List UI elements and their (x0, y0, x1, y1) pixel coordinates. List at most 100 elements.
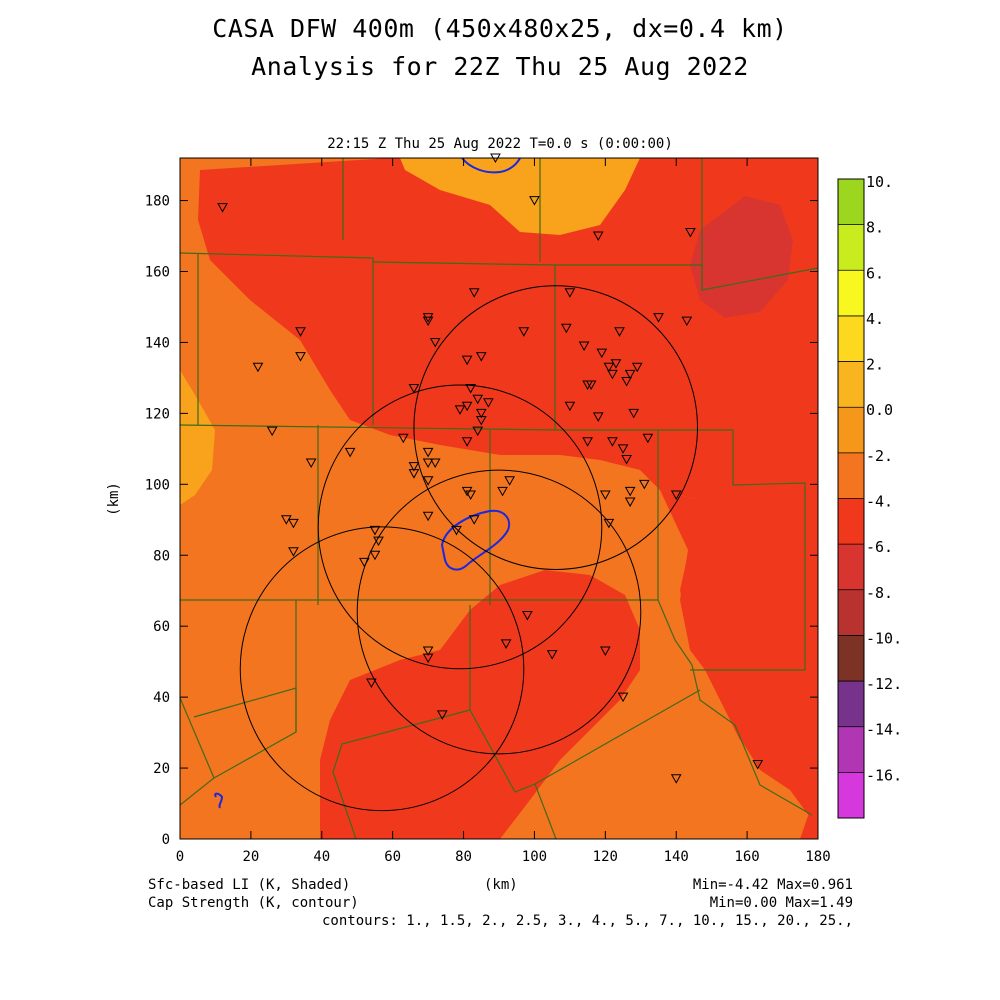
colorbar-label: 8. (866, 219, 884, 237)
station-marker (288, 518, 299, 529)
station-marker (422, 316, 434, 327)
station-marker (607, 437, 618, 447)
station-marker (472, 394, 484, 405)
station-marker (560, 323, 572, 334)
axes: 0 20 40 60 80 100 120 140 160 180 0 20 40 60 80 100 120 1… (145, 158, 831, 865)
shade-yellow-west (180, 370, 215, 505)
station-marker (468, 288, 480, 298)
station-marker (518, 327, 530, 337)
colorbar-label: -10. (866, 629, 902, 647)
station-marker (564, 401, 576, 412)
colorbar-swatch (838, 726, 864, 773)
colorbar-swatch (838, 681, 864, 727)
station-marker (408, 384, 420, 394)
county-line (534, 689, 701, 785)
shade-red-eastlobe (660, 480, 818, 839)
station-marker (642, 433, 654, 444)
station-marker (369, 525, 381, 536)
x-tick-label: 40 (313, 849, 330, 865)
footer-minmax2: Min=0.00 Max=1.49 (709, 895, 853, 911)
station-marker (681, 316, 693, 327)
colorbar-label: -16. (866, 766, 902, 784)
station-marker (344, 447, 356, 458)
radar-ring (356, 469, 642, 755)
colorbar-label: 6. (866, 264, 884, 282)
plot-subtitle: 22:15 Z Thu 25 Aug 2022 T=0.0 s (0:00:00… (327, 136, 673, 152)
station-marker (422, 646, 434, 657)
station-marker (454, 405, 466, 415)
footer-contours: contours: 1., 1.5, 2., 2.5, 3., 4., 5., … (321, 913, 853, 929)
county-line (180, 252, 374, 425)
x-tick-label: 160 (734, 849, 759, 865)
station-marker (422, 458, 434, 469)
station-marker (422, 653, 434, 664)
station-marker (451, 525, 462, 536)
station-marker (599, 646, 611, 657)
colorbar-swatch (838, 270, 864, 316)
radar-ring (317, 384, 603, 670)
station-marker (288, 547, 299, 557)
footer-field2: Cap Strength (K, contour) (148, 895, 359, 911)
station-marker (603, 518, 615, 529)
station-marker (624, 497, 636, 508)
station-marker (578, 341, 590, 352)
station-marker (408, 462, 420, 472)
footer-field1: Sfc-based LI (K, Shaded) (148, 877, 351, 893)
county-line (180, 697, 215, 806)
station-marker (422, 476, 434, 486)
station-marker (358, 557, 370, 568)
county-line (193, 687, 297, 732)
station-marker (624, 369, 636, 380)
station-marker (472, 426, 484, 437)
station-marker (422, 447, 434, 458)
station-marker (266, 426, 278, 437)
station-marker (475, 408, 487, 419)
station-marker (522, 611, 533, 621)
station-marker (607, 369, 618, 380)
station-marker (621, 454, 632, 465)
footer-minmax1: Min=-4.42 Max=0.961 (692, 877, 853, 893)
x-tick-label: 20 (242, 849, 259, 865)
station-marker (585, 380, 597, 391)
station-marker (592, 412, 604, 422)
county-line (555, 264, 818, 291)
station-marker (475, 352, 487, 362)
y-tick-label: 160 (145, 265, 170, 281)
station-marker (422, 511, 434, 522)
station-marker (369, 550, 381, 561)
county-lines (180, 158, 818, 839)
x-tick-label: 140 (664, 849, 689, 865)
footer-xunits: (km) (484, 877, 518, 893)
station-marker (366, 678, 377, 688)
station-marker (628, 408, 640, 419)
county-line (180, 424, 806, 671)
station-marker (429, 337, 441, 348)
station-marker (614, 327, 625, 337)
colorbar-label: 0.0 (866, 401, 893, 419)
x-tick-label: 100 (522, 849, 547, 865)
cap-contour-center (440, 509, 510, 571)
y-tick-label: 120 (145, 406, 170, 422)
station-marker (631, 362, 643, 373)
station-marker (373, 536, 384, 547)
station-marker (564, 288, 576, 298)
station-marker (295, 327, 306, 337)
y-tick-label: 100 (145, 477, 170, 493)
county-line (332, 605, 471, 839)
colorbar: 10. 8. 6. 4. 2. 0.0 -2. -4. -6. -8. -10. -12. -14. -1… (837, 173, 902, 819)
station-marker (461, 437, 473, 447)
title-line2: Analysis for 22Z Thu 25 Aug 2022 (251, 52, 749, 81)
colorbar-label: -14. (866, 721, 902, 739)
station-marker (670, 490, 682, 500)
y-tick-label: 180 (145, 194, 170, 210)
station-marker (468, 515, 480, 525)
station-marker (603, 362, 615, 373)
county-line (180, 599, 813, 816)
station-marker (624, 486, 636, 497)
y-tick-label: 80 (153, 548, 170, 564)
radar-ring (413, 285, 698, 570)
station-marker (670, 774, 682, 784)
x-tick-label: 60 (384, 849, 401, 865)
colorbar-label: -8. (866, 584, 893, 602)
station-marker (621, 376, 632, 387)
